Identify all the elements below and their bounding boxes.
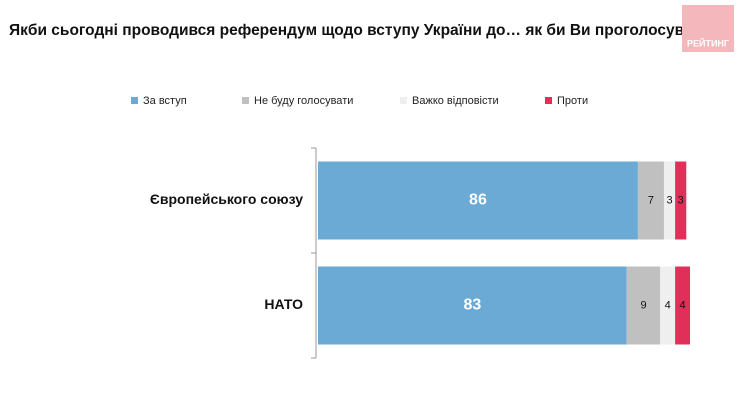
legend-swatch [545,97,552,104]
category-label: Європейського союзу [150,191,303,207]
value-label: 4 [679,299,685,311]
value-label: 9 [640,299,646,311]
logo-box [682,5,734,52]
legend-label: Проти [557,95,588,107]
value-label: 7 [648,194,654,206]
category-axis [311,147,317,359]
logo: РЕЙТИНГ [687,37,729,48]
legend-label: Важко відповісти [412,95,499,107]
value-label: 3 [666,194,672,206]
value-label: 83 [463,297,481,314]
bar-segment [626,266,661,345]
category-label: НАТО [264,296,303,312]
legend-label: За вступ [143,95,187,107]
value-label: 3 [678,194,684,206]
bar-segment [660,266,676,345]
bar-segment [675,161,687,240]
legend-swatch [400,97,407,104]
bar-segment [675,266,690,345]
bar-segment [318,266,627,345]
bar-segment [663,161,676,240]
legend-swatch [131,97,138,104]
legend-label: Не буду голосувати [254,95,353,107]
chart-title: Якби сьогодні проводився референдум щодо… [9,22,721,39]
legend-swatch [242,97,249,104]
bar-segment [318,161,638,240]
bar-segment [637,161,664,240]
value-label: 86 [469,192,487,209]
value-label: 4 [665,299,671,311]
